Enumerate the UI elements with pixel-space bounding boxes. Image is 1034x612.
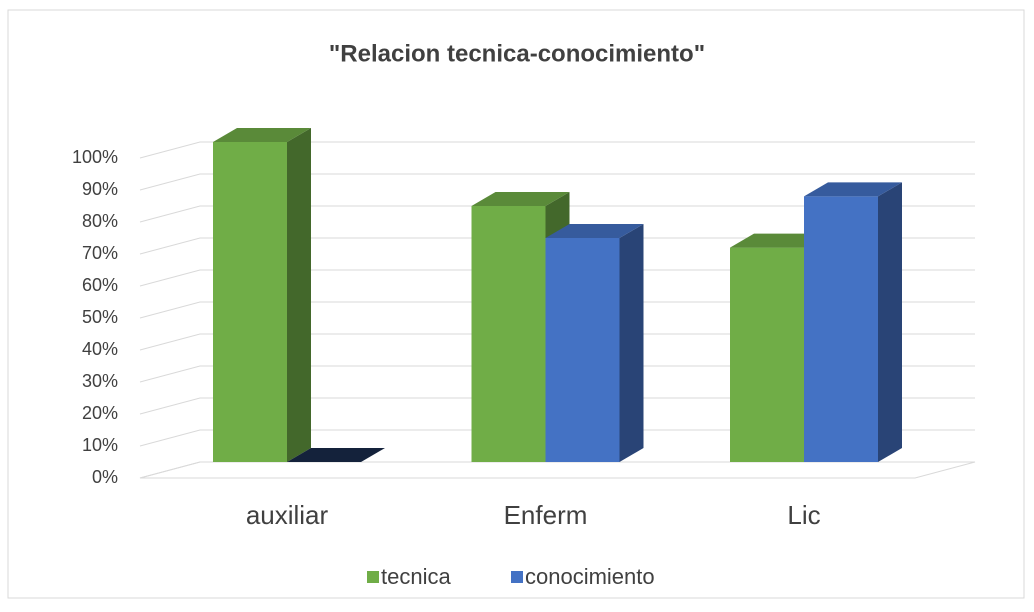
y-tick-label: 50% <box>82 307 118 327</box>
bar-top <box>287 448 385 462</box>
bar-side <box>878 182 902 462</box>
floor <box>139 461 976 479</box>
grid-line <box>139 173 975 191</box>
bar-top <box>730 233 828 248</box>
bar-top <box>804 182 902 197</box>
grid-line <box>139 141 975 159</box>
grid-line <box>139 397 975 415</box>
y-tick-label: 100% <box>72 147 118 167</box>
x-tick-label: Enferm <box>504 500 588 530</box>
legend-label: conocimiento <box>525 564 655 589</box>
grid-line <box>139 429 975 447</box>
bar-side <box>287 128 311 462</box>
y-tick-label: 90% <box>82 179 118 199</box>
y-tick-label: 70% <box>82 243 118 263</box>
bar-top <box>471 192 570 206</box>
y-tick-label: 20% <box>82 403 118 423</box>
bar-front <box>471 206 546 462</box>
bar-top <box>213 128 311 142</box>
y-tick-label: 40% <box>82 339 118 359</box>
y-tick-label: 80% <box>82 211 118 231</box>
bar-top <box>545 224 644 238</box>
grid-line <box>139 205 975 223</box>
grid-line <box>139 365 975 383</box>
grid-line <box>139 237 975 255</box>
bar <box>213 128 311 462</box>
chart-title: "Relacion tecnica-conocimiento" <box>329 40 705 67</box>
y-tick-label: 60% <box>82 275 118 295</box>
x-tick-label: auxiliar <box>246 500 329 530</box>
legend-swatch <box>511 571 523 583</box>
y-tick-label: 10% <box>82 435 118 455</box>
grid-line <box>139 333 975 351</box>
bar-front <box>804 196 878 462</box>
y-tick-label: 30% <box>82 371 118 391</box>
bar-front <box>730 247 804 462</box>
grid-line <box>139 301 975 319</box>
legend-label: tecnica <box>381 564 451 589</box>
bar <box>545 224 644 462</box>
bar <box>287 448 385 462</box>
legend-swatch <box>367 571 379 583</box>
bar-side <box>619 224 644 462</box>
x-tick-label: Lic <box>787 500 820 530</box>
bar-front <box>213 142 287 462</box>
bar <box>804 182 902 462</box>
grid-line <box>139 269 975 287</box>
bar-front <box>545 238 620 462</box>
y-tick-label: 0% <box>92 467 118 487</box>
